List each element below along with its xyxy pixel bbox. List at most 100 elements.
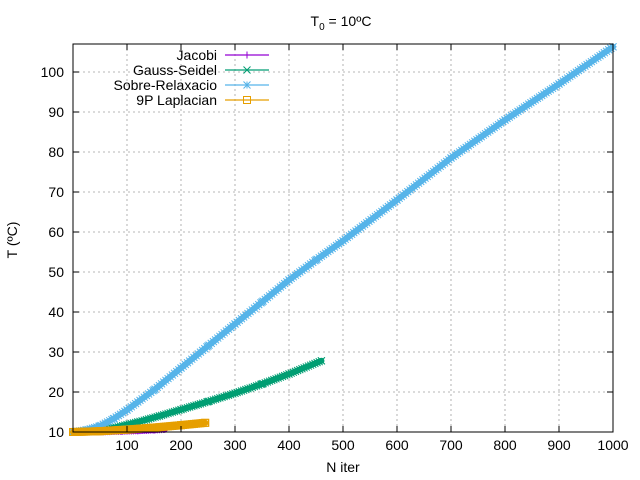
y-tick-label: 70 <box>48 184 64 200</box>
y-tick-label: 40 <box>48 304 64 320</box>
series-point <box>295 365 304 374</box>
series-point <box>172 407 181 415</box>
series-point <box>196 399 205 408</box>
series-point <box>235 387 244 396</box>
series-point <box>531 95 540 104</box>
series-point <box>529 97 537 106</box>
series-point <box>302 363 311 371</box>
series-data-point <box>150 386 158 394</box>
series-point <box>222 392 231 400</box>
y-tick-label: 50 <box>48 264 64 280</box>
series-point <box>120 407 129 416</box>
series-point <box>164 409 172 418</box>
series-point <box>548 84 557 93</box>
legend-marker <box>243 81 251 89</box>
series-data-point <box>96 427 104 436</box>
series-point <box>233 388 242 397</box>
series-point <box>540 90 548 98</box>
series-point <box>174 406 183 415</box>
series-point <box>159 410 168 419</box>
series-point <box>542 88 550 97</box>
series-point <box>101 419 110 427</box>
x-tick-label: 1000 <box>597 437 628 453</box>
series-point <box>213 394 222 403</box>
series-point <box>274 374 283 382</box>
series-data-point <box>155 412 164 420</box>
legend-label: Jacobi <box>177 47 217 63</box>
y-tick-label: 60 <box>48 224 64 240</box>
y-tick-label: 20 <box>48 384 64 400</box>
series-point <box>157 411 166 420</box>
series-point <box>313 358 321 367</box>
series-point <box>211 395 220 404</box>
series-data-point <box>109 414 118 423</box>
series-point <box>304 362 313 370</box>
series-point <box>187 402 196 411</box>
x-tick-label: 200 <box>169 437 193 453</box>
series-point <box>533 94 542 103</box>
series-point <box>205 397 213 406</box>
series-point <box>267 376 276 385</box>
series-point <box>289 368 298 377</box>
series-data-point <box>447 154 455 162</box>
series-point <box>298 364 306 373</box>
series-data-point <box>150 423 158 432</box>
series-point <box>300 363 308 372</box>
series-point <box>142 415 151 424</box>
series-point <box>190 401 198 410</box>
series-point <box>535 93 544 101</box>
x-tick-label: 100 <box>115 437 139 453</box>
series-point <box>166 408 175 417</box>
axis-ticks: 100 200 300 400 500 600 700 800 900 1000 10 20 30 40 5… <box>41 44 629 453</box>
series-point <box>224 391 233 400</box>
series-point <box>248 383 257 392</box>
series-point <box>203 398 211 406</box>
grid-lines <box>73 44 613 432</box>
series-point <box>181 404 190 413</box>
chart-title: T0 = 10ºC <box>311 13 372 33</box>
y-tick-label: 80 <box>48 144 64 160</box>
y-tick-label: 100 <box>41 64 65 80</box>
series-data-point <box>123 406 131 414</box>
series-data-point <box>285 370 293 378</box>
x-tick-label: 700 <box>439 437 463 453</box>
series-point <box>237 387 246 395</box>
series-data-point <box>555 80 563 88</box>
x-tick-label: 800 <box>493 437 517 453</box>
series-point <box>291 367 300 376</box>
series-point <box>270 375 278 384</box>
y-tick-label: 90 <box>48 104 64 120</box>
series-data-point <box>393 196 401 204</box>
series-point <box>546 85 555 94</box>
series-point <box>280 371 289 380</box>
series-point <box>509 110 518 119</box>
y-tick-label: 10 <box>48 424 64 440</box>
series-point <box>244 384 252 393</box>
series-point <box>92 423 101 431</box>
legend-label: Sobre-Relaxacio <box>114 77 218 93</box>
series-point <box>511 108 520 117</box>
series-point <box>293 366 302 375</box>
series-point <box>183 403 192 412</box>
series-point <box>108 415 116 424</box>
legend-marker <box>243 66 251 74</box>
series-point <box>99 420 108 429</box>
series-point <box>276 373 285 382</box>
x-tick-label: 600 <box>385 437 409 453</box>
x-tick-label: 900 <box>547 437 571 453</box>
series-point <box>257 380 265 389</box>
series-point <box>250 382 259 391</box>
series-data-point <box>201 418 210 427</box>
series-point <box>228 390 237 398</box>
series-point <box>140 416 149 425</box>
series-point <box>194 400 203 409</box>
series-point <box>105 416 114 425</box>
series-point <box>263 378 272 386</box>
series-point <box>192 401 200 409</box>
series-point <box>518 104 527 113</box>
series-9p-laplacian <box>69 418 210 436</box>
series-data-point <box>258 380 266 388</box>
series-data-point <box>177 364 185 372</box>
series-point <box>315 357 324 366</box>
series-point <box>118 408 127 417</box>
